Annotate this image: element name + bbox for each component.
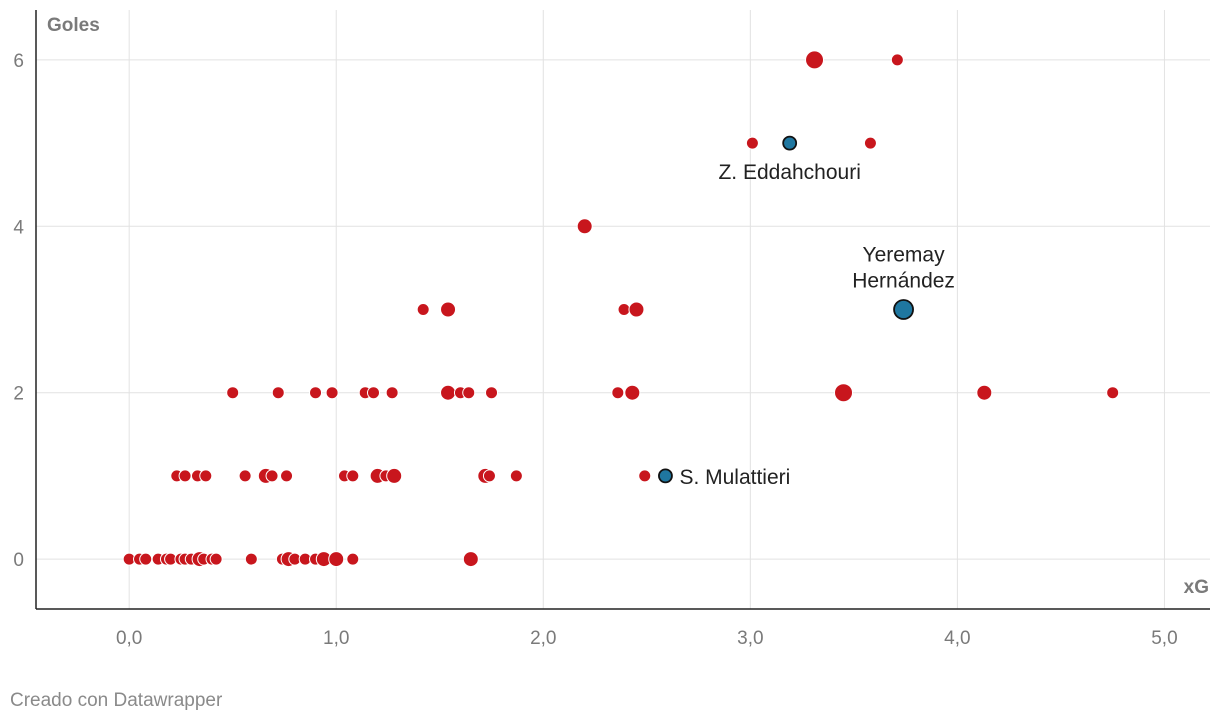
scatter-point	[509, 469, 523, 483]
scatter-point	[617, 303, 631, 316]
scatter-point	[271, 386, 285, 400]
scatter-point	[624, 384, 641, 401]
scatter-point	[209, 552, 223, 566]
point-annotations: Z. Eddahchouri Yeremay Hernández S. Mulatti…	[679, 161, 954, 489]
scatter-point	[440, 384, 457, 401]
scatter-point	[745, 136, 759, 150]
scatter-point	[309, 386, 323, 400]
scatter-point	[366, 386, 380, 400]
y-tick-label: 6	[13, 51, 24, 72]
scatter-point	[638, 469, 652, 483]
datawrapper-credit: Creado con Datawrapper	[10, 690, 223, 711]
x-tick-label: 2,0	[530, 628, 556, 649]
scatter-point	[328, 551, 345, 568]
scatter-point	[416, 303, 430, 316]
scatter-point	[280, 469, 294, 483]
scatter-point	[199, 469, 213, 483]
scatter-point	[462, 551, 479, 568]
x-tick-label: 5,0	[1151, 628, 1177, 649]
scatter-point	[346, 469, 360, 483]
scatter-point	[178, 469, 192, 483]
data-points	[122, 50, 1120, 568]
highlighted-point	[893, 299, 914, 320]
grid-lines	[36, 10, 1210, 609]
scatter-point	[628, 301, 645, 318]
y-tick-label: 4	[13, 217, 24, 238]
scatter-point	[238, 469, 252, 483]
y-tick-label: 0	[13, 550, 24, 571]
scatter-point	[485, 386, 499, 400]
scatter-point	[226, 386, 240, 400]
annotation-label: S. Mulattieri	[679, 466, 790, 489]
scatter-point	[386, 467, 403, 484]
x-tick-label: 4,0	[944, 628, 970, 649]
scatter-chart: 0,0 1,0 2,0 3,0 4,0 5,0 0 2 4 6 Goles xG Z. Eddah…	[13, 10, 1210, 649]
scatter-point	[834, 383, 854, 403]
highlighted-point	[782, 135, 798, 151]
annotation-label: Hernández	[852, 270, 955, 293]
scatter-point	[611, 386, 625, 400]
scatter-point	[440, 301, 457, 318]
scatter-point	[863, 136, 877, 150]
tick-labels: 0,0 1,0 2,0 3,0 4,0 5,0 0 2 4 6	[13, 51, 1177, 649]
highlighted-point	[658, 468, 673, 484]
scatter-point	[890, 53, 904, 67]
axes	[35, 10, 1210, 610]
x-tick-label: 1,0	[323, 628, 349, 649]
scatter-point	[265, 469, 279, 483]
y-axis-title: Goles	[47, 15, 100, 36]
scatter-point	[244, 552, 258, 566]
scatter-point	[576, 218, 593, 235]
scatter-point	[346, 552, 360, 566]
scatter-point	[462, 386, 476, 400]
x-tick-label: 0,0	[116, 628, 142, 649]
scatter-point	[325, 386, 339, 400]
scatter-point	[139, 552, 153, 566]
y-tick-label: 2	[13, 384, 24, 405]
scatter-point	[976, 384, 993, 401]
scatter-point	[805, 50, 825, 70]
x-tick-label: 3,0	[737, 628, 763, 649]
annotation-label: Z. Eddahchouri	[718, 161, 860, 184]
x-axis-title: xG	[1184, 577, 1209, 598]
scatter-point	[385, 386, 399, 400]
scatter-point	[482, 469, 496, 483]
scatter-point	[1106, 386, 1120, 400]
annotation-label: Yeremay	[863, 244, 946, 267]
